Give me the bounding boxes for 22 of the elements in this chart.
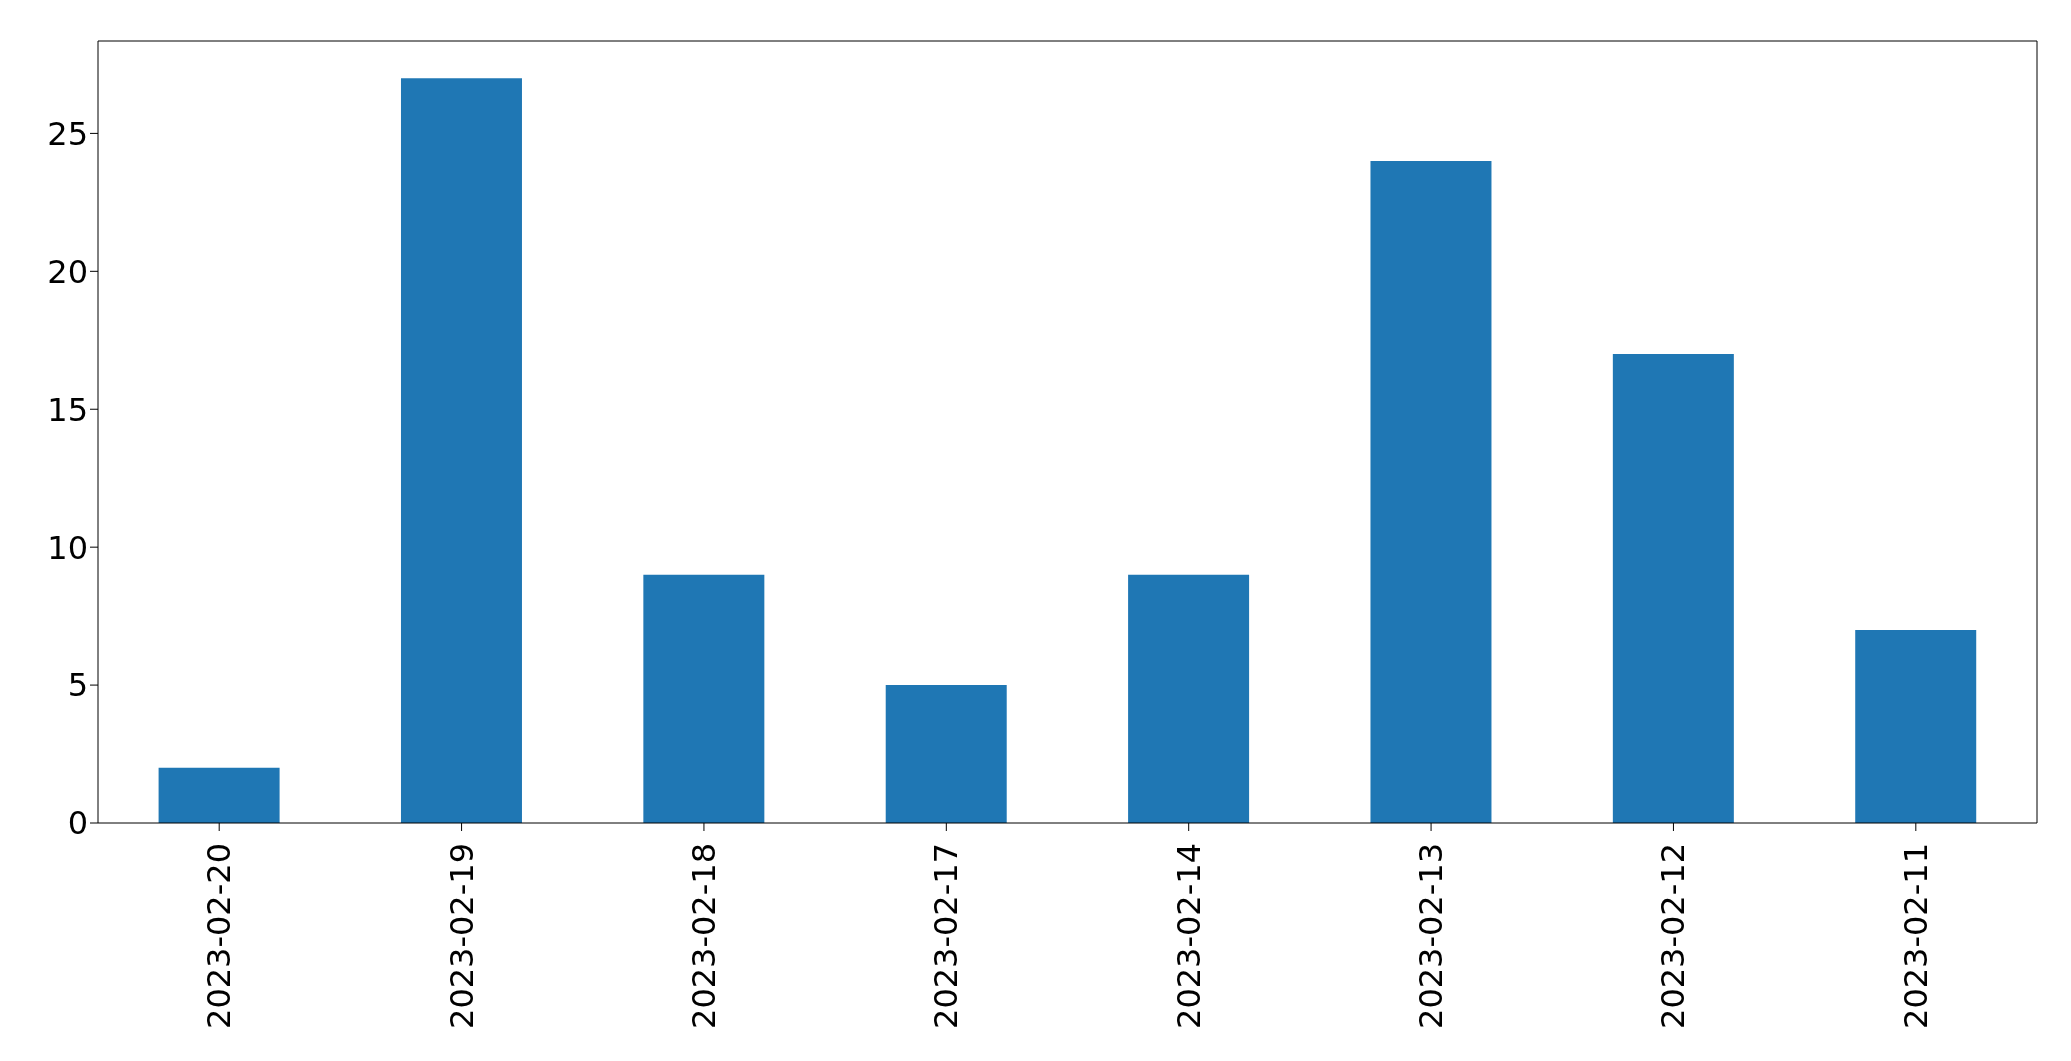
x-tick-label: 2023-02-14 [1169,843,1208,1029]
x-tick-label: 2023-02-18 [684,843,723,1029]
bar [643,574,765,823]
y-tick-label: 20 [47,252,88,291]
x-tick-label: 2023-02-13 [1412,843,1451,1029]
bar [1370,160,1492,823]
x-tick-label: 2023-02-17 [927,843,966,1029]
y-tick-label: 5 [67,666,88,705]
y-tick-label: 15 [47,390,88,429]
bar [885,685,1007,823]
x-tick-label: 2023-02-11 [1896,843,1935,1029]
bar [1128,574,1250,823]
x-tick-label: 2023-02-20 [200,843,239,1029]
bar [400,78,522,823]
x-tick-label: 2023-02-12 [1654,843,1693,1029]
bar [158,767,280,823]
y-tick-label: 0 [67,804,88,843]
x-tick-label: 2023-02-19 [442,843,481,1029]
y-tick-label: 25 [47,114,88,153]
bar [1855,629,1977,823]
y-tick-label: 10 [47,528,88,567]
bar [1612,354,1734,823]
